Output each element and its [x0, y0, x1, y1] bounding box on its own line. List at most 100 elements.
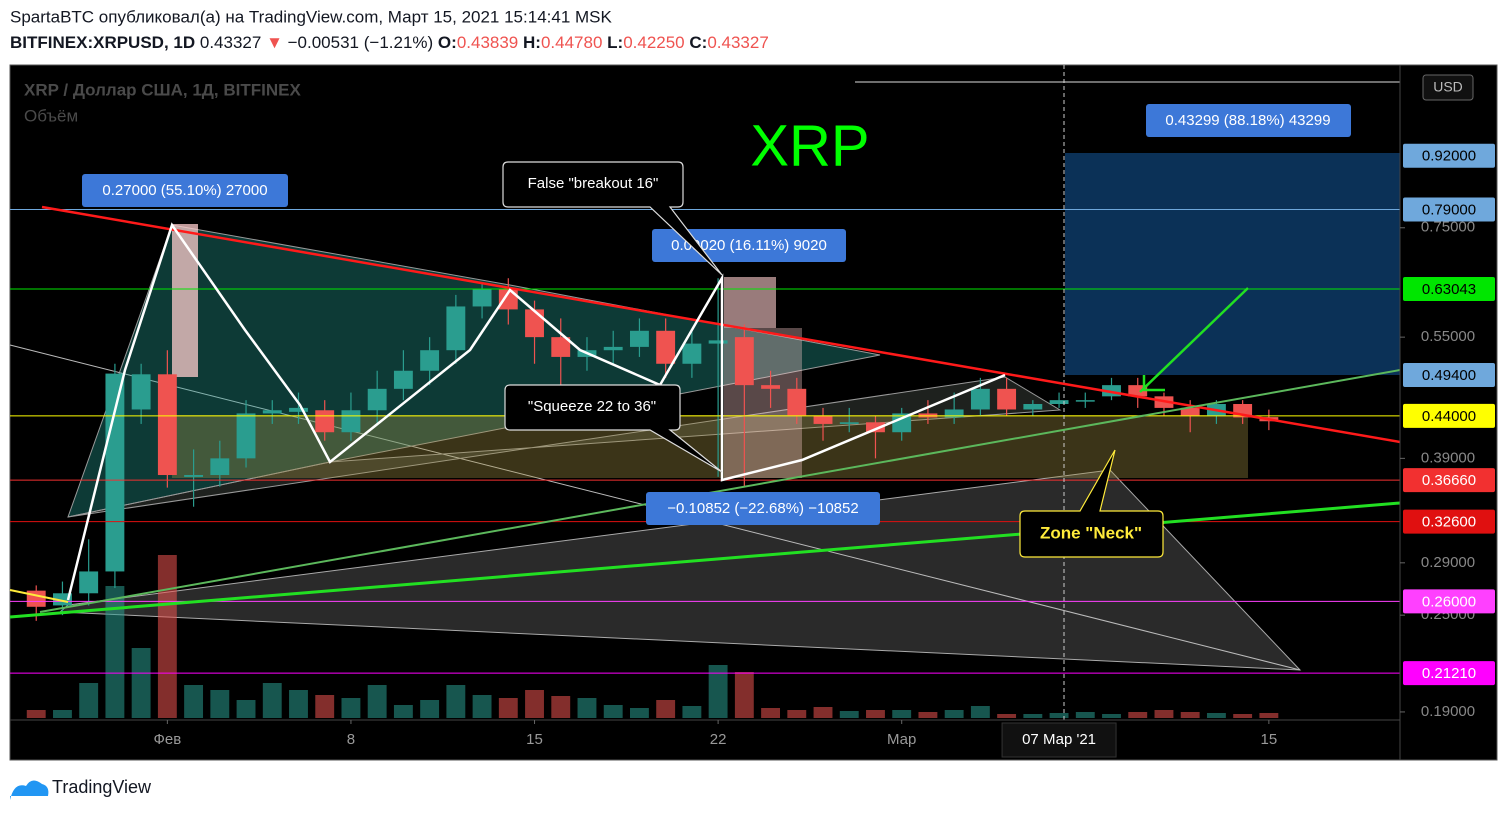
green-arrow — [1139, 287, 1249, 393]
measure-text: −0.10852 (−22.68%) −10852 — [667, 500, 858, 517]
volume-bar — [997, 714, 1017, 718]
plot — [10, 208, 1400, 718]
candle-body — [105, 373, 125, 572]
chart-title: XRP / Доллар США, 1Д, BITFINEX — [24, 80, 301, 99]
h-label: H: — [523, 33, 541, 52]
published: SpartaBTC опубликовал(а) на TradingView.… — [10, 7, 613, 26]
price-badge — [1403, 509, 1495, 534]
volume-bar — [525, 690, 544, 718]
candle-body — [1023, 404, 1043, 410]
volume-bar — [131, 648, 151, 718]
candle-body — [393, 370, 413, 389]
volume-bar — [184, 685, 204, 718]
volume-bar — [393, 705, 413, 718]
candle-body — [525, 309, 544, 338]
volume-bar — [603, 705, 623, 718]
o-label: O: — [438, 33, 457, 52]
price-badge — [1403, 468, 1495, 493]
price-badge-label: 0.92000 — [1422, 148, 1476, 165]
candle-body — [1102, 385, 1121, 397]
axes: 0.190000.250000.290000.390000.550000.750… — [10, 65, 1495, 760]
volume-bar — [629, 708, 649, 718]
currency-badge — [1422, 74, 1474, 101]
volume-bar — [498, 698, 518, 718]
l-label: L: — [607, 33, 623, 52]
volume-bar — [79, 683, 99, 718]
volume-bar — [761, 708, 781, 718]
price-badge — [1403, 197, 1495, 222]
volume-bar — [1023, 714, 1043, 718]
price-badge — [1403, 277, 1495, 302]
volume-bar — [892, 710, 912, 718]
volume-bar — [262, 683, 282, 718]
price-badge — [1403, 403, 1495, 428]
price-badge-label: 0.79000 — [1422, 201, 1476, 218]
candle-body — [420, 350, 440, 371]
volume-bar — [813, 707, 833, 718]
candle-body — [498, 289, 518, 310]
candle-body — [892, 413, 912, 433]
candle-body — [472, 289, 492, 307]
measure-box — [724, 277, 776, 328]
volume-bar — [866, 710, 885, 718]
volume-bar — [1180, 712, 1200, 718]
x-tick-label: 15 — [526, 731, 543, 748]
price-badge-label: 0.36660 — [1422, 472, 1476, 489]
l-value: 0.42250 — [623, 33, 684, 52]
candle-body — [708, 340, 728, 344]
candle-body — [1049, 400, 1069, 405]
volume-bar — [446, 685, 466, 718]
candle-body — [970, 388, 990, 410]
o-value: 0.43839 — [457, 33, 518, 52]
volume-bar — [577, 698, 597, 718]
volume-bar — [1102, 714, 1121, 718]
price-badge-label: 0.26000 — [1422, 593, 1476, 610]
volume-bar — [1154, 710, 1174, 718]
candle-body — [367, 388, 387, 411]
volume-bar — [105, 586, 125, 718]
watermark: XRP — [750, 113, 869, 178]
h-value: 0.44780 — [541, 33, 602, 52]
volume-bar — [420, 700, 440, 718]
volume-bar — [682, 706, 702, 718]
zigzag — [66, 222, 1006, 601]
volume-bar — [839, 711, 859, 718]
volume-bar — [1259, 713, 1279, 718]
candle-body — [1128, 385, 1148, 397]
measure-label — [1146, 104, 1351, 137]
x-tick-label: Мар — [887, 731, 916, 748]
x-tick-label: 22 — [710, 731, 727, 748]
c-label: C: — [689, 33, 707, 52]
candle-body — [944, 409, 964, 418]
volume-bar — [944, 710, 964, 718]
callout-text: Zone "Neck" — [1040, 523, 1142, 542]
price-badge — [1403, 363, 1495, 388]
volume-bar — [656, 700, 676, 718]
crosshair-label: 07 Мар '21 — [1022, 731, 1096, 748]
currency: USD — [1433, 79, 1463, 95]
candle-body — [315, 410, 335, 433]
x-tick-label: Фев — [153, 731, 181, 748]
x-tick-label: 8 — [347, 731, 355, 748]
candle-body — [551, 337, 571, 357]
c-value: 0.43327 — [707, 33, 768, 52]
candle-body — [341, 410, 361, 433]
y-tick-label: 0.29000 — [1421, 554, 1475, 571]
callout-text: False "breakout 16" — [528, 175, 659, 192]
candle-body — [629, 330, 649, 347]
change: −0.00531 (−1.21%) — [288, 33, 434, 52]
price-badge-label: 0.32600 — [1422, 514, 1476, 531]
measure-text: 0.43299 (88.18%) 43299 — [1165, 112, 1330, 129]
last: 0.43327 — [200, 33, 261, 52]
volume-bar — [708, 665, 728, 718]
crosshair-badge — [1001, 722, 1117, 758]
candle-body — [131, 374, 151, 410]
chart-subtitle: Объём — [24, 106, 78, 125]
price-badge-label: 0.49400 — [1422, 367, 1476, 384]
candle-body — [787, 388, 807, 416]
arrow: ▼ — [266, 33, 283, 52]
symbol: BITFINEX:XRPUSD, 1D — [10, 33, 195, 52]
volume-bar — [918, 712, 938, 718]
candle-body — [289, 407, 308, 412]
